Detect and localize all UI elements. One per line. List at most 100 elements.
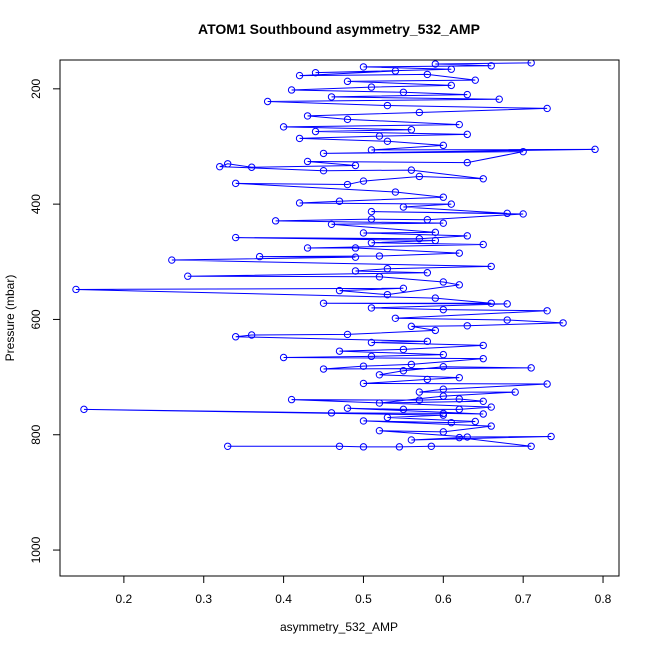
data-point [431,60,440,68]
data-point [351,244,360,252]
data-point [271,217,280,225]
data-point [311,68,320,77]
x-tick-label: 0.2 [116,592,133,606]
data-point [247,331,256,339]
data-point [455,249,463,257]
data-point [359,362,368,370]
data-point [447,81,455,90]
data-point [407,166,416,174]
data-point [543,104,551,113]
data-point [327,220,336,229]
data-point [415,396,424,404]
data-point [439,409,448,418]
data-point [439,193,448,201]
data-point [487,62,495,70]
x-tick-label: 0.7 [515,592,532,606]
y-tick-label: 400 [29,194,43,214]
data-point [487,262,495,271]
data-point [359,229,368,237]
data-point [407,126,416,134]
x-tick-label: 0.4 [275,592,292,606]
data-point [391,314,400,322]
data-point [303,244,312,252]
data-point [519,210,527,218]
data-point [399,88,408,96]
x-tick-label: 0.3 [195,592,212,606]
data-point [343,330,352,339]
data-point [487,422,495,430]
data-point [287,395,296,404]
data-point [447,65,455,73]
data-point [359,63,368,71]
y-tick-label: 600 [29,309,43,329]
data-point [407,436,416,444]
data-point [168,256,176,264]
data-point [427,442,436,450]
series-line [75,62,596,448]
data-point [439,219,448,227]
data-point [399,405,408,414]
data-point [367,304,376,312]
data-point [335,347,344,355]
data-point [375,273,384,281]
data-point [503,316,511,324]
data-point [383,290,392,299]
data-point [287,86,296,94]
data-point [367,338,376,347]
data-point [455,120,463,129]
data-point [415,388,424,396]
data-point [327,93,336,101]
data-point [335,442,344,450]
data-point [487,403,495,411]
y-axis-label: Pressure (mbar) [3,275,17,362]
x-axis-label: asymmetry_532_AMP [280,620,398,634]
data-point [439,428,448,436]
data-point [463,130,471,139]
data-point [439,363,448,371]
x-axis: 0.2 0.3 0.4 0.5 0.6 0.7 0.8 [116,575,612,606]
data-point [423,216,432,224]
data-point [391,188,400,196]
data-point [439,350,448,359]
y-axis: 200 400 600 800 1000 [29,78,61,563]
y-tick-label: 200 [29,78,43,98]
data-point [343,404,352,412]
data-point [367,215,376,223]
data-point [184,272,192,280]
data-point [447,418,455,427]
series-layer [72,60,599,451]
data-point [335,286,344,295]
data-point [247,163,256,171]
data-point [327,409,336,417]
data-point [224,160,232,168]
data-point [367,146,376,154]
data-point [335,197,344,205]
data-point [431,294,440,302]
data-point [343,77,352,86]
x-tick-label: 0.5 [355,592,372,606]
data-point [367,207,376,216]
data-point [383,101,392,110]
data-point [447,200,455,208]
data-point [591,145,599,154]
data-point [479,410,487,418]
data-point [431,228,440,237]
data-point [471,417,479,426]
data-point [487,299,495,307]
data-point [415,172,424,181]
data-point [399,345,408,354]
x-tick-label: 0.8 [595,592,612,606]
data-point [455,281,463,289]
x-tick-label: 0.6 [435,592,452,606]
data-point [80,405,88,414]
data-point [455,405,463,414]
data-point [375,371,384,379]
data-point [399,367,408,375]
data-point [263,97,272,106]
data-point [479,240,487,249]
data-point [431,326,440,335]
data-point [463,90,471,99]
data-point [375,427,384,435]
y-tick-label: 800 [29,424,43,444]
